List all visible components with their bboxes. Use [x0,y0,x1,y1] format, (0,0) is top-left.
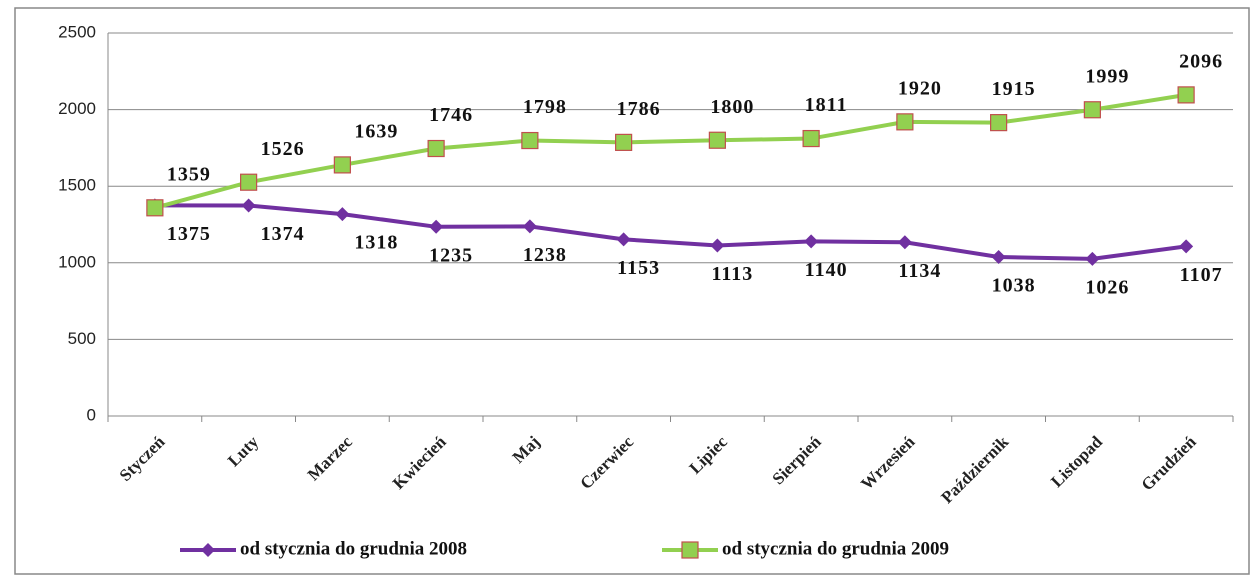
data-label: 1134 [898,260,941,282]
data-label: 1038 [992,275,1036,297]
data-point [990,114,1008,132]
data-point [991,249,1006,264]
chart-frame [14,7,1250,575]
x-tick-label: Wrzesień [857,432,919,494]
x-tick-label: Kwiecień [389,432,450,493]
data-label: 1375 [167,223,211,245]
data-point [241,198,256,213]
y-tick-label: 500 [68,329,96,348]
data-point [240,173,258,191]
data-point [616,232,631,247]
data-point [146,199,164,217]
legend-item: od stycznia do grudnia 2009 [662,538,949,559]
data-point [522,219,537,234]
legend-label: od stycznia do grudnia 2008 [240,538,467,559]
data-label: 1639 [354,120,398,142]
data-point [708,131,726,149]
legend-marker [681,541,699,559]
data-label: 1811 [805,94,848,116]
y-tick-label: 1500 [58,176,96,195]
y-tick-label: 1000 [58,252,96,271]
x-tick-label: Październik [937,432,1012,507]
data-point [427,139,445,158]
data-point [1177,86,1195,104]
data-point [896,113,914,131]
data-point [1083,101,1101,119]
series-line [154,203,1187,261]
data-point [710,238,725,253]
data-label: 1920 [898,77,942,99]
y-tick-label: 2000 [58,99,96,118]
data-label: 2096 [1179,50,1223,72]
series-line [154,92,1187,210]
data-point [802,129,820,148]
data-label: 1798 [523,96,567,118]
data-label: 1526 [261,138,305,160]
legend-label: od stycznia do grudnia 2009 [722,538,949,559]
data-label: 1359 [167,163,211,185]
data-label: 1235 [429,244,473,266]
data-point [897,235,912,250]
data-label: 1800 [710,96,754,118]
y-tick-label: 2500 [58,22,96,41]
data-point [521,131,539,150]
data-point [804,234,819,249]
x-tick-label: Maj [509,432,544,467]
y-tick-label: 0 [87,405,96,424]
data-point [1085,251,1100,266]
x-tick-label: Listopad [1047,432,1106,491]
data-point [333,156,351,174]
data-label: 1153 [617,257,660,279]
data-point [1179,239,1194,254]
data-label: 1318 [354,232,398,254]
data-label: 1786 [617,98,661,120]
data-point [615,133,633,151]
data-label: 1238 [523,244,567,266]
data-label: 1026 [1085,276,1129,298]
data-label: 1113 [711,263,753,285]
x-tick-label: Grudzień [1138,432,1201,495]
x-tick-label: Czerwiec [576,432,637,493]
data-point [335,207,350,222]
data-label: 1140 [805,259,848,281]
x-tick-label: Marzec [304,432,356,484]
data-label: 1374 [261,223,305,245]
x-tick-label: Sierpień [769,432,826,489]
data-label: 1107 [1180,264,1223,286]
x-tick-label: Styczeń [116,432,169,485]
x-tick-label: Luty [224,432,263,471]
legend-item: od stycznia do grudnia 2008 [180,538,467,559]
data-label: 1999 [1085,65,1129,87]
data-point [429,219,444,234]
data-label: 1915 [992,78,1036,100]
legend-marker [201,543,215,557]
x-tick-label: Lipiec [685,432,731,478]
data-label: 1746 [429,104,473,126]
